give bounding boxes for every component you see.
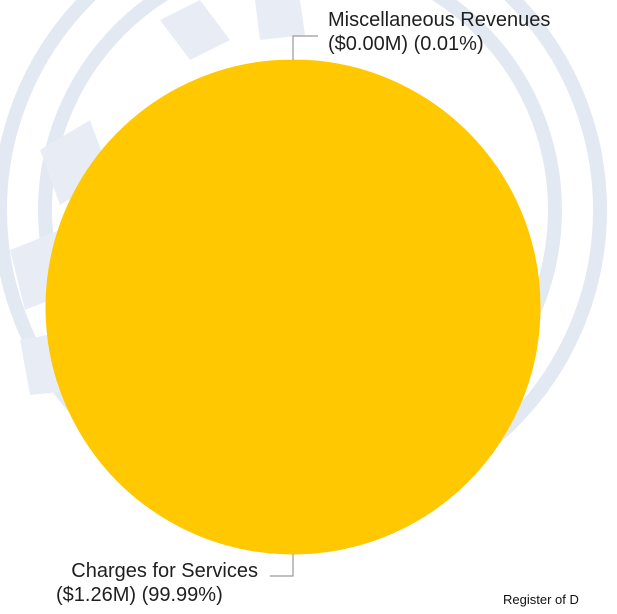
slice-name: Miscellaneous Revenues: [328, 9, 551, 31]
slice-name: Charges for Services: [71, 560, 258, 582]
leader-line-charges-for-services: [270, 554, 294, 577]
slice-label-charges-for-services: Charges for Services ($1.26M) (99.99%): [18, 559, 258, 607]
slice-label-miscellaneous-revenues: Miscellaneous Revenues ($0.00M) (0.01%): [328, 8, 550, 56]
leader-line-miscellaneous-revenues: [292, 35, 318, 60]
slice-detail: ($0.00M) (0.01%): [328, 33, 484, 55]
pie-slice-charges-for-services: [45, 59, 541, 555]
slice-detail: ($1.26M) (99.99%): [56, 584, 223, 606]
footer-caption: Register of D: [503, 592, 579, 607]
